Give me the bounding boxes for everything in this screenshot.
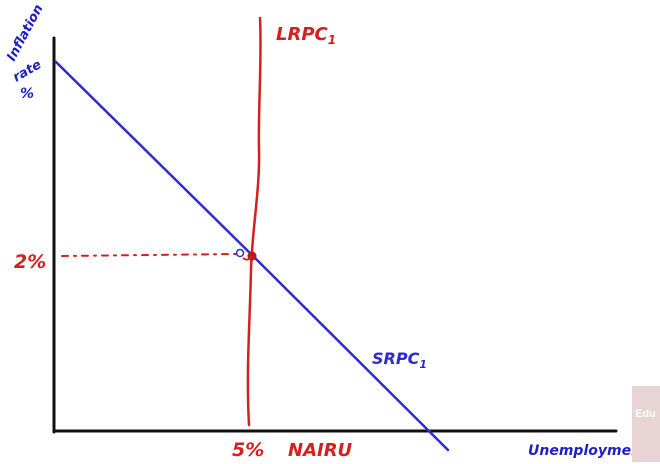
- equilibrium-marker: [235, 248, 245, 258]
- nairu-label: NAIRU: [288, 440, 353, 461]
- unemployment-tick-label: 5%: [232, 439, 264, 461]
- srpc-label: SRPC1: [372, 349, 427, 371]
- y-axis-label-line1: Inflation: [4, 2, 46, 64]
- equilibrium-connector: [242, 255, 253, 261]
- watermark-text: Edu: [635, 408, 656, 420]
- y-axis-label-line3: %: [20, 86, 34, 102]
- inflation-tick-label: 2%: [14, 251, 46, 273]
- x-axis-label: Unemployment %: [528, 443, 660, 459]
- lrpc-line: [246, 16, 262, 427]
- inflation-guide-line: [61, 253, 237, 257]
- watermark-logo: Edu: [632, 386, 660, 462]
- lrpc-label: LRPC1: [276, 24, 336, 47]
